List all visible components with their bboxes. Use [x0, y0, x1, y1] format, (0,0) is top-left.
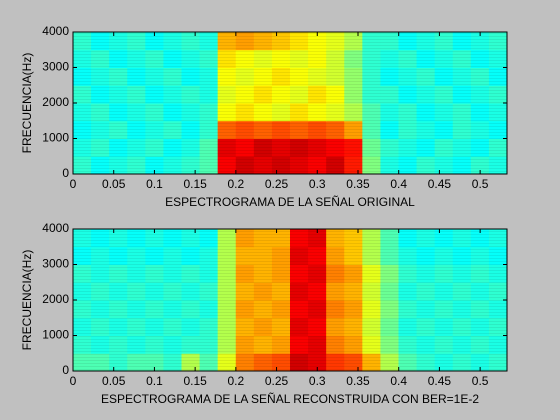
x-axis-label: ESPECTROGRAMA DE LA SEÑAL RECONSTRUIDA C… [101, 392, 479, 406]
x-tick-label: 0.05 [102, 374, 126, 388]
y-tick-label: 3000 [42, 60, 69, 74]
x-tick-label: 0.4 [390, 177, 407, 191]
x-tick-label: 0.4 [390, 374, 407, 388]
x-tick-label: 0.5 [472, 177, 489, 191]
x-tick-label: 0.25 [265, 374, 289, 388]
y-tick-label: 1000 [42, 131, 69, 145]
texture [73, 32, 507, 174]
x-tick-label: 0 [70, 374, 77, 388]
x-tick-label: 0.5 [472, 374, 489, 388]
x-tick-label: 0.35 [346, 374, 370, 388]
y-tick-label: 3000 [42, 257, 69, 271]
texture [73, 229, 507, 371]
y-tick-label: 4000 [42, 221, 69, 235]
y-tick-label: 4000 [42, 24, 69, 38]
y-axis-label: FRECUENCIA(Hz) [20, 53, 34, 154]
x-tick-label: 0.15 [183, 177, 207, 191]
x-tick-label: 0.45 [428, 177, 452, 191]
x-tick-label: 0.15 [183, 374, 207, 388]
y-tick-label: 2000 [42, 95, 69, 109]
y-tick-label: 2000 [42, 292, 69, 306]
y-tick-label: 1000 [42, 328, 69, 342]
x-tick-label: 0.1 [146, 374, 163, 388]
x-tick-label: 0.45 [428, 374, 452, 388]
x-tick-label: 0.3 [309, 374, 326, 388]
x-tick-label: 0.2 [228, 177, 245, 191]
y-axis-label: FRECUENCIA(Hz) [20, 250, 34, 351]
x-tick-label: 0.2 [228, 374, 245, 388]
x-tick-label: 0.35 [346, 177, 370, 191]
x-tick-label: 0 [70, 177, 77, 191]
x-tick-label: 0.1 [146, 177, 163, 191]
x-axis-label: ESPECTROGRAMA DE LA SEÑAL ORIGINAL [165, 195, 415, 209]
x-tick-label: 0.25 [265, 177, 289, 191]
x-tick-label: 0.05 [102, 177, 126, 191]
y-tick-label: 0 [62, 166, 69, 180]
y-tick-label: 0 [62, 363, 69, 377]
x-tick-label: 0.3 [309, 177, 326, 191]
